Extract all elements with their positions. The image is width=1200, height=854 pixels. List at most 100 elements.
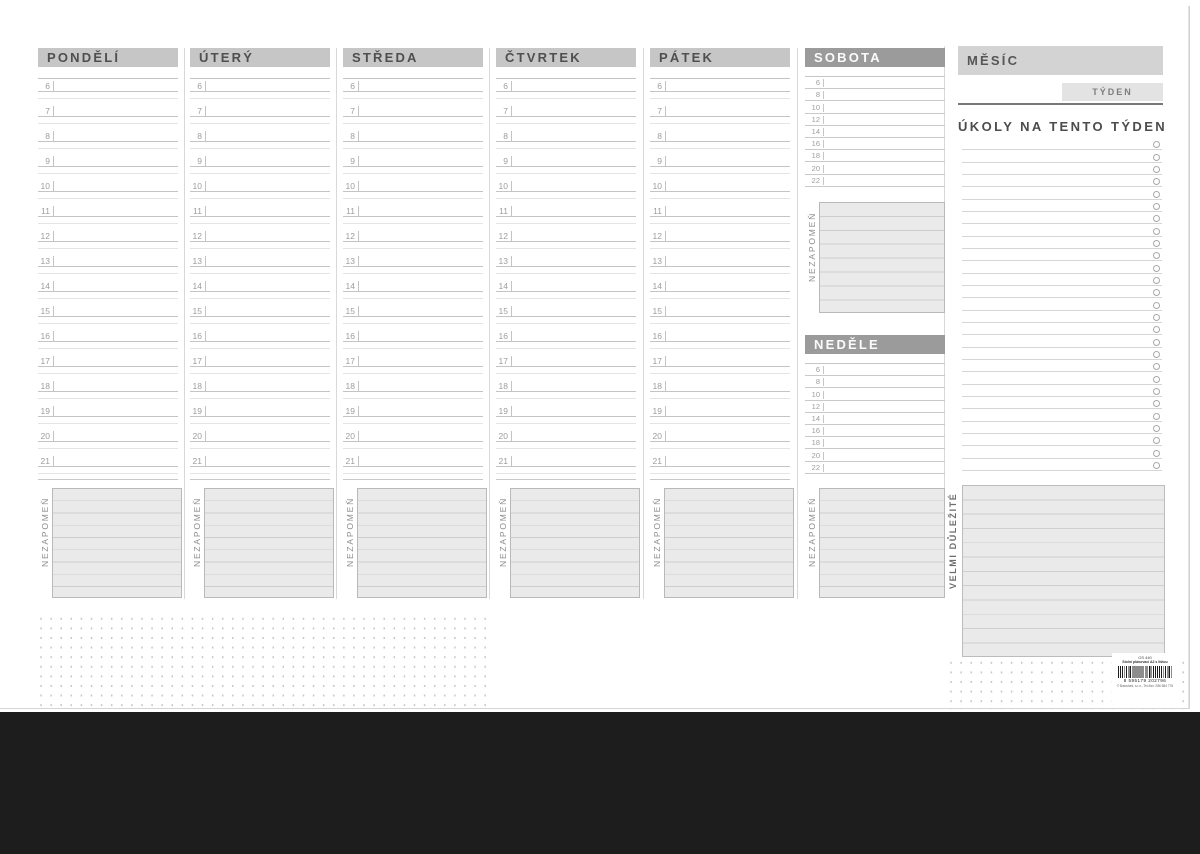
hour-row: 20 [650,429,790,454]
hour-line [38,416,178,417]
task-row [962,138,1162,151]
hour-line [190,141,330,142]
hour-line [38,466,178,467]
hour-label: 18 [38,381,54,391]
hour-line [650,466,790,467]
dont-forget-label: NEZAPOMEŇ [345,496,355,567]
month-label: MĚSÍC [967,53,1020,68]
hour-line [650,116,790,117]
hour-row: 15 [190,304,330,329]
hour-row: 18 [805,150,945,163]
hour-label: 21 [38,456,54,466]
hour-row: 6 [343,79,483,104]
hour-row: 13 [190,254,330,279]
dont-forget-label: NEZAPOMEŇ [192,496,202,567]
hour-line [496,316,636,317]
hour-row: 12 [190,229,330,254]
half-hour-line [650,198,790,199]
task-checkbox-circle [1153,363,1160,371]
hour-label: 13 [496,256,512,266]
task-checkbox-circle [1153,461,1160,469]
dont-forget-notes-box [52,488,182,598]
week-box: TÝDEN [1062,83,1163,101]
hour-label: 22 [805,463,824,472]
dont-forget-notes-box [819,202,945,313]
hour-label: 19 [190,406,206,416]
hour-row: 6 [38,79,178,104]
hour-row: 9 [650,154,790,179]
hour-label: 7 [190,106,206,116]
task-row [962,323,1162,336]
hour-label: 22 [805,176,824,185]
week-label: TÝDEN [1092,87,1133,97]
hour-line [650,216,790,217]
hour-label: 19 [38,406,54,416]
hour-line [38,366,178,367]
hour-line [190,366,330,367]
hour-row: 19 [343,404,483,429]
hour-label: 15 [496,306,512,316]
half-hour-line [343,273,483,274]
hour-line [650,191,790,192]
hour-label: 14 [650,281,666,291]
half-hour-line [496,248,636,249]
hour-line [190,241,330,242]
hour-row: 17 [190,354,330,379]
half-hour-line [38,323,178,324]
hour-line [496,416,636,417]
task-row [962,335,1162,348]
hour-label: 6 [38,81,54,91]
half-hour-line [190,223,330,224]
hour-line [496,91,636,92]
half-hour-line [343,173,483,174]
half-hour-line [496,348,636,349]
task-row [962,446,1162,459]
hour-row: 19 [38,404,178,429]
hour-row: 17 [496,354,636,379]
half-hour-line [190,473,330,474]
half-hour-line [190,298,330,299]
hour-label: 16 [805,427,824,436]
task-row [962,459,1162,471]
hour-label: 9 [496,156,512,166]
hour-row: 15 [343,304,483,329]
hour-label: 12 [805,402,824,411]
hour-line [38,116,178,117]
hour-label: 20 [190,431,206,441]
half-hour-line [496,373,636,374]
very-important-label: VELMI DŮLEŽITÉ [948,492,958,589]
task-checkbox-circle [1153,252,1160,260]
hour-label: 13 [650,256,666,266]
hour-label: 20 [805,164,824,173]
hour-label: 10 [805,390,824,399]
hour-row: 17 [343,354,483,379]
task-row [962,175,1162,188]
hour-label: 14 [343,281,359,291]
hour-line [496,391,636,392]
hour-line [190,341,330,342]
task-row [962,237,1162,249]
half-hour-line [496,473,636,474]
hour-row: 12 [496,229,636,254]
month-week-underline [958,103,1163,105]
hour-row: 10 [805,388,945,401]
hour-label: 14 [496,281,512,291]
half-hour-line [496,298,636,299]
half-hour-line [496,98,636,99]
saturday-hour-grid: 6 8 10 12 14 16 18 20 22 [805,76,945,187]
task-checkbox-circle [1153,350,1160,358]
hour-line [38,391,178,392]
half-hour-line [496,198,636,199]
hour-row: 20 [190,429,330,454]
half-hour-line [496,273,636,274]
hour-row: 16 [343,329,483,354]
half-hour-line [343,423,483,424]
task-checkbox-circle [1153,215,1160,223]
task-checkbox-circle [1153,449,1160,457]
task-row [962,311,1162,323]
hour-row: 8 [496,129,636,154]
half-hour-line [38,223,178,224]
hour-line [496,141,636,142]
very-important-box [962,485,1165,657]
hour-label: 10 [190,181,206,191]
